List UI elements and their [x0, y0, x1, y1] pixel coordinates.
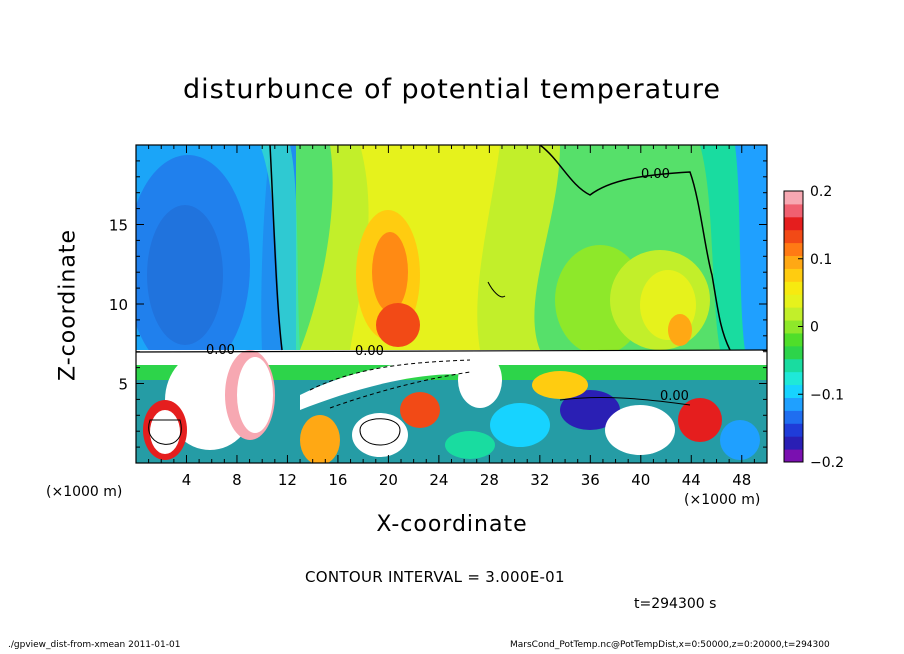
x-unit-label-left: (×1000 m) — [46, 484, 123, 500]
colorbar-swatch — [784, 332, 803, 347]
x-tick-label: 16 — [328, 471, 347, 489]
colorbar-swatch — [784, 358, 803, 373]
contour-label: 0.00 — [355, 344, 384, 359]
colorbar-swatch — [784, 255, 803, 269]
colorbar-swatch — [784, 307, 803, 321]
footer-command: ./gpview_dist-from-xmean 2011-01-01 — [8, 640, 181, 650]
colorbar-swatch — [784, 216, 803, 231]
colorbar-swatch — [784, 268, 803, 282]
x-tick-label: 48 — [732, 471, 751, 489]
colorbar-swatch — [784, 229, 803, 244]
colorbar-swatch — [784, 436, 803, 450]
colorbar-tick-label: 0.1 — [810, 252, 832, 268]
contour-label: 0.00 — [641, 167, 670, 182]
x-axis: 4 8 12 16 20 24 28 32 36 40 44 48 — [135, 145, 768, 489]
colorbar-swatch — [784, 384, 803, 398]
contour-label: 0.00 — [660, 389, 689, 404]
x-axis-label: X-coordinate — [376, 512, 528, 537]
colorbar-tick-label: 0 — [810, 320, 819, 336]
y-axis-label: Z-coordinate — [55, 229, 81, 381]
colorbar-swatch — [784, 449, 803, 463]
colorbar-swatch — [784, 191, 803, 205]
contour-label: 0.00 — [206, 343, 235, 358]
colorbar-tick-label: −0.2 — [810, 455, 844, 471]
x-tick-label: 12 — [278, 471, 297, 489]
colorbar-tick-label: −0.1 — [810, 387, 844, 403]
colorbar-swatch — [784, 294, 803, 308]
colorbar-swatch — [784, 242, 803, 257]
colorbar-ticks: 0.2 0.1 0 −0.1 −0.2 — [798, 184, 844, 471]
colorbar-swatch — [784, 203, 803, 218]
zero-contour — [269, 145, 731, 351]
y-tick-label: 5 — [118, 376, 128, 394]
colorbar-swatch — [784, 320, 803, 334]
colorbar-swatch — [784, 423, 803, 437]
colorbar-swatch — [784, 345, 803, 360]
time-stamp: t=294300 s — [634, 596, 717, 612]
y-tick-label: 10 — [109, 296, 128, 314]
contour-interval-text: CONTOUR INTERVAL = 3.000E-01 — [305, 568, 565, 586]
colorbar-swatch — [784, 281, 803, 295]
x-tick-label: 28 — [480, 471, 499, 489]
colorbar-swatch — [784, 371, 803, 386]
x-tick-label: 36 — [581, 471, 600, 489]
colorbar-swatch — [784, 397, 803, 411]
y-axis: 5 10 15 — [109, 144, 767, 464]
footer-source: MarsCond_PotTemp.nc@PotTempDist,x=0:5000… — [510, 640, 830, 650]
chart-title: disturbunce of potential temperature — [183, 74, 721, 105]
x-tick-label: 4 — [182, 471, 192, 489]
colorbar-tick-label: 0.2 — [810, 184, 832, 200]
x-tick-label: 24 — [429, 471, 448, 489]
colorbar-swatch — [784, 410, 803, 424]
x-tick-label: 8 — [232, 471, 242, 489]
x-tick-label: 40 — [631, 471, 650, 489]
y-tick-label: 15 — [109, 217, 128, 235]
x-tick-label: 44 — [682, 471, 701, 489]
x-tick-label: 32 — [530, 471, 549, 489]
plot-area — [136, 145, 767, 463]
x-tick-label: 20 — [379, 471, 398, 489]
x-unit-label-right: (×1000 m) — [684, 492, 761, 508]
